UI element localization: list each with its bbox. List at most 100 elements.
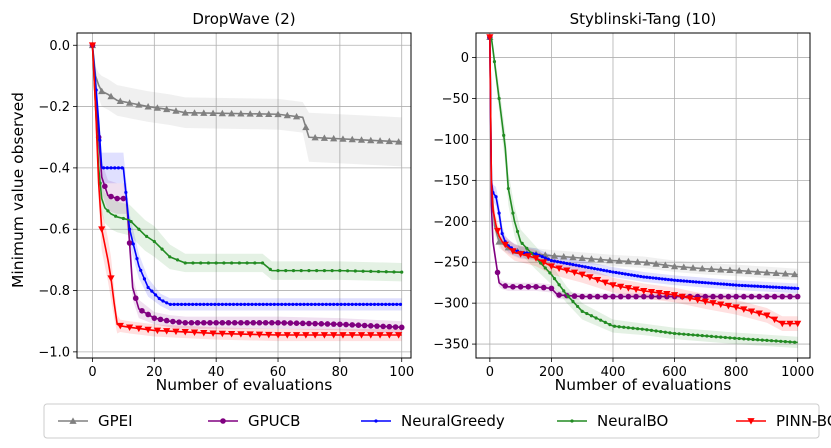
marker-gpucb [262,319,269,326]
marker-neuralgreedy [250,302,254,306]
marker-pinn-bo [246,331,254,338]
marker-gpucb [617,293,624,300]
marker-neuralbo [746,337,751,341]
marker-pinn-bo [107,275,115,282]
marker-gpei [153,104,162,111]
marker-gpei [689,264,697,271]
marker-neuralbo [338,269,342,273]
panel-dropwave: DropWave (2) 0 20 40 60 80 100 0.0 −0.2 −0.4 −0.6… [38,10,414,394]
marker-neuralgreedy [254,302,258,306]
marker-neuralgreedy [722,282,726,286]
marker-pinn-bo [190,329,199,336]
marker-neuralgreedy [583,265,587,269]
marker-neuralgreedy [335,302,339,306]
y-tick-label: −100 [433,133,469,148]
marker-neuralbo [548,271,552,275]
marker-neuralgreedy [354,302,358,306]
marker-neuralbo [654,329,658,333]
marker-neuralgreedy [283,302,288,306]
marker-neuralbo [626,326,630,330]
marker-neuralbo [760,338,764,342]
marker-neuralgreedy [565,261,569,266]
marker-neuralbo [260,261,265,265]
marker-gpucb [324,321,331,327]
marker-gpei [670,262,679,270]
panel-title-dropwave: DropWave (2) [192,10,295,28]
marker-neuralgreedy [217,302,221,306]
marker-neuralgreedy [228,302,232,306]
marker-pinn-bo [493,227,502,235]
marker-neuralgreedy [639,274,643,279]
marker-neuralbo [152,239,156,244]
marker-pinn-bo [348,332,356,339]
marker-gpei [376,137,384,144]
marker-gpei [578,254,586,262]
marker-neuralgreedy [685,279,689,283]
marker-gpucb [231,319,238,326]
marker-neuralbo [183,261,187,265]
marker-neuralgreedy [276,302,280,306]
marker-neuralgreedy [783,286,787,290]
marker-pinn-bo [763,312,771,320]
marker-neuralbo [779,339,783,343]
marker-neuralbo [400,270,404,274]
marker-neuralbo [640,327,644,331]
marker-pinn-bo [274,332,282,339]
marker-pinn-bo [678,293,686,301]
y-tick-label: −150 [433,174,469,189]
marker-gpucb [374,323,380,329]
marker-neuralbo [677,332,681,336]
marker-neuralbo [599,318,603,322]
marker-neuralgreedy [198,302,202,306]
marker-pinn-bo [755,310,763,317]
marker-neuralgreedy [142,277,147,281]
marker-neuralbo [594,316,598,320]
legend-label-neuralgreedy: NeuralGreedy [401,412,505,430]
marker-neuralbo [765,338,769,342]
marker-neuralbo [732,336,737,340]
marker-neuralgreedy [780,285,784,290]
marker-neuralgreedy [676,278,680,283]
legend-label-gpucb: GPUCB [248,412,300,430]
marker-gpucb [756,293,763,300]
series-line-pinn-bo [91,45,402,336]
marker-gpucb [610,293,616,300]
marker-pinn-bo [237,331,245,338]
marker-neuralbo [608,322,612,327]
marker-gpei [395,138,403,145]
marker-neuralgreedy [191,302,195,306]
marker-pinn-bo [153,327,162,335]
marker-gpei [680,263,688,270]
marker-neuralgreedy [391,302,395,306]
marker-neuralgreedy [497,211,501,215]
marker-pinn-bo [218,330,226,338]
marker-neuralgreedy [645,275,649,279]
marker-neuralgreedy [98,138,102,142]
marker-gpucb [157,316,164,323]
marker-neuralgreedy [731,283,735,287]
marker-gpucb [510,283,516,290]
marker-neuralgreedy [559,260,563,264]
marker-pinn-bo [265,331,273,339]
marker-pinn-bo [724,302,733,310]
marker-neuralbo [552,276,557,281]
marker-neuralgreedy [500,231,504,236]
marker-neuralgreedy [309,302,314,306]
marker-gpucb [571,293,578,299]
plot-frame-dropwave [76,32,412,359]
marker-gpei [209,109,217,117]
marker-pinn-bo [209,330,217,337]
marker-neuralbo [376,269,381,274]
marker-neuralbo [672,331,677,336]
marker-pinn-bo [601,279,609,287]
marker-neuralgreedy [294,302,299,306]
marker-neuralgreedy [737,283,741,287]
marker-neuralbo [539,261,543,265]
marker-pinn-bo [694,296,702,304]
marker-neuralgreedy [239,302,243,306]
marker-gpucb [794,293,801,300]
marker-gpucb [244,319,250,326]
marker-neuralbo [659,329,663,334]
marker-pinn-bo [311,332,319,339]
marker-neuralgreedy [268,302,273,306]
